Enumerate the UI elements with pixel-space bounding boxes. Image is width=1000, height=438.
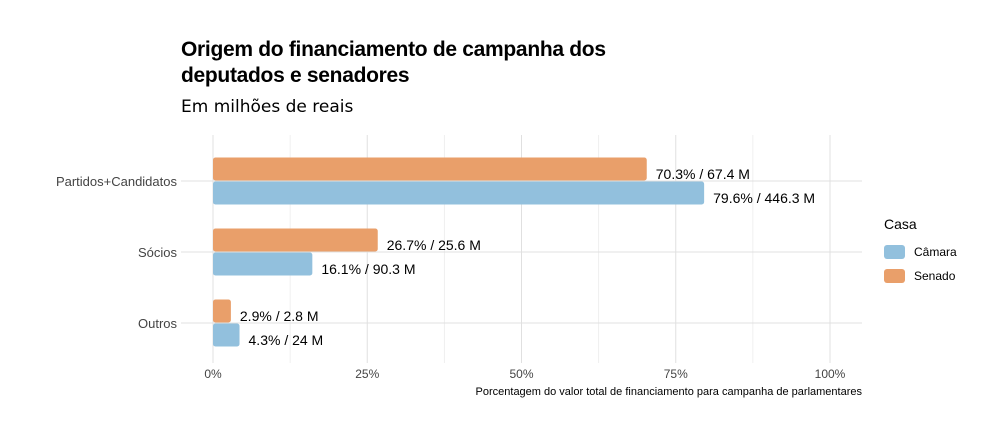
legend-label-senado: Senado bbox=[914, 269, 956, 283]
bar-senado bbox=[213, 299, 231, 323]
legend-key-camara bbox=[884, 245, 905, 259]
bar-camara bbox=[213, 252, 313, 276]
data-label: 79.6% / 446.3 M bbox=[713, 190, 815, 206]
x-tick-label: 0% bbox=[204, 367, 222, 381]
legend-item-camara: Câmara bbox=[884, 240, 957, 264]
data-label: 70.3% / 67.4 M bbox=[656, 166, 750, 182]
data-label: 4.3% / 24 M bbox=[249, 332, 324, 348]
data-label: 2.9% / 2.8 M bbox=[240, 308, 319, 324]
x-tick-label: 50% bbox=[509, 367, 533, 381]
x-tick-label: 25% bbox=[355, 367, 379, 381]
bar-senado bbox=[213, 157, 647, 181]
x-tick-label: 75% bbox=[664, 367, 688, 381]
legend-item-senado: Senado bbox=[884, 264, 957, 288]
legend-label-camara: Câmara bbox=[914, 245, 957, 259]
legend-title: Casa bbox=[884, 216, 917, 232]
x-tick-label: 100% bbox=[815, 367, 846, 381]
chart-title: Origem do financiamento de campanha dos … bbox=[181, 38, 606, 87]
legend: Casa Câmara Senado bbox=[884, 216, 957, 288]
data-label: 16.1% / 90.3 M bbox=[321, 261, 415, 277]
bar-camara bbox=[213, 181, 705, 205]
bar-senado bbox=[213, 228, 378, 252]
legend-key-senado bbox=[884, 269, 905, 283]
y-tick-label: Outros bbox=[138, 316, 178, 331]
chart-subtitle: Em milhões de reais bbox=[181, 97, 354, 117]
x-axis-label: Porcentagem do valor total de financiame… bbox=[476, 386, 863, 398]
data-label: 26.7% / 25.6 M bbox=[387, 237, 481, 253]
y-tick-label: Sócios bbox=[138, 245, 178, 260]
y-tick-label: Partidos+Candidatos bbox=[56, 174, 178, 189]
bar-camara bbox=[213, 323, 240, 347]
